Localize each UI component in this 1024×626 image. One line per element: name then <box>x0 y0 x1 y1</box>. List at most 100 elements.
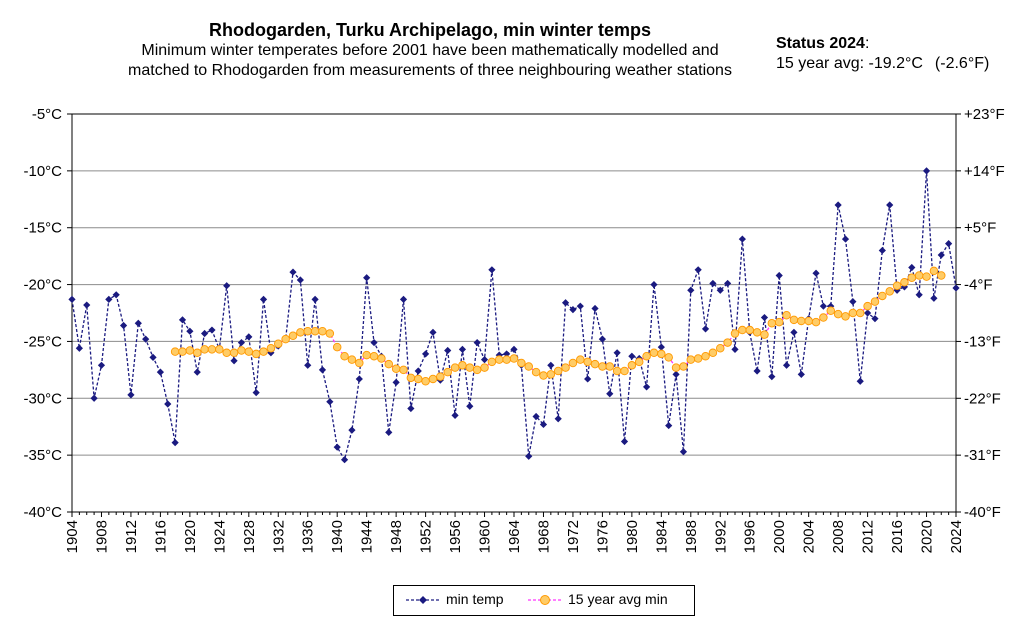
grid-lines <box>72 170 956 456</box>
data-point-min-temp <box>871 315 879 323</box>
x-tick-label: 2004 <box>801 520 818 553</box>
data-point-min-temp <box>348 426 356 434</box>
data-point-avg <box>568 358 578 368</box>
x-tick-label: 1920 <box>182 520 199 553</box>
x-tick-label: 1940 <box>329 520 346 553</box>
data-point-avg <box>701 351 710 361</box>
y-tick-label-right: +14°F <box>964 163 1005 180</box>
chart-title: Rhodogarden, Turku Archipelago, min wint… <box>208 20 652 40</box>
x-tick-label: 2008 <box>830 520 847 553</box>
data-point-avg <box>863 301 872 311</box>
data-point-min-temp <box>856 377 864 385</box>
data-point-avg <box>406 373 416 383</box>
data-point-min-temp <box>414 367 422 375</box>
data-point-min-temp <box>886 201 894 209</box>
legend-swatches <box>406 595 562 605</box>
data-point-avg <box>774 317 784 327</box>
y-tick-label-right: -4°F <box>964 277 993 294</box>
x-tick-label: 1916 <box>152 520 169 553</box>
data-point-avg <box>539 371 548 380</box>
data-point-min-temp <box>554 415 562 423</box>
y-tick-label-left: -15°C <box>23 220 62 237</box>
data-point-avg <box>502 355 511 364</box>
data-point-avg <box>693 354 703 363</box>
data-point-avg <box>937 271 946 280</box>
data-point-avg <box>413 374 423 384</box>
data-point-min-temp <box>97 361 106 369</box>
data-point-avg <box>362 350 371 360</box>
data-point-avg <box>723 338 732 347</box>
data-point-avg <box>332 342 342 352</box>
data-point-avg <box>642 351 651 361</box>
data-point-min-temp <box>569 305 577 314</box>
data-point-min-temp <box>694 266 702 274</box>
x-tick-label: 1988 <box>683 520 700 553</box>
x-tick-label: 1952 <box>418 520 435 553</box>
data-point-avg <box>598 362 607 371</box>
data-point-min-temp <box>672 370 680 379</box>
data-point-avg <box>369 351 379 361</box>
data-point-avg <box>259 347 268 356</box>
data-point-avg <box>377 354 386 363</box>
data-point-avg <box>679 362 688 371</box>
data-point-min-temp <box>392 378 400 386</box>
x-tick-label: 2024 <box>948 520 965 553</box>
data-point-min-temp <box>90 394 98 402</box>
x-tick-label: 2000 <box>771 520 788 553</box>
data-point-avg <box>355 358 364 368</box>
data-point-min-temp <box>701 325 710 333</box>
data-point-min-temp <box>576 302 584 310</box>
series-layer <box>68 167 960 464</box>
data-point-avg <box>384 359 394 369</box>
chart-subtitle-line1: Minimum winter temperates before 2001 ha… <box>141 42 719 59</box>
data-point-min-temp <box>259 295 268 303</box>
data-point-min-temp <box>657 343 665 351</box>
data-point-min-temp <box>186 327 194 335</box>
data-point-avg <box>870 297 880 306</box>
data-point-min-temp <box>598 335 606 343</box>
x-tick-label: 1976 <box>594 520 611 553</box>
data-point-min-temp <box>112 291 120 299</box>
data-point-min-temp <box>245 333 253 341</box>
data-point-avg <box>583 357 592 367</box>
data-point-min-temp <box>687 286 695 294</box>
data-point-min-temp <box>193 368 201 376</box>
data-point-min-temp <box>83 301 91 309</box>
data-point-min-temp <box>451 411 459 419</box>
data-point-min-temp <box>841 235 850 243</box>
data-point-avg <box>274 339 283 348</box>
data-point-avg <box>340 351 349 361</box>
x-tick-label: 1944 <box>359 520 376 553</box>
data-point-avg <box>760 330 769 339</box>
x-tick-label: 1912 <box>123 520 140 553</box>
data-point-min-temp <box>937 251 945 259</box>
data-point-min-temp <box>738 235 746 243</box>
data-point-avg <box>318 326 327 336</box>
data-point-avg <box>657 349 666 359</box>
x-tick-label: 1908 <box>93 520 110 553</box>
x-tick-label: 1992 <box>712 520 729 553</box>
data-point-min-temp <box>429 328 437 336</box>
y-tick-label-right: -13°F <box>964 333 1001 350</box>
data-point-min-temp <box>709 279 717 288</box>
data-point-min-temp <box>134 319 142 327</box>
data-point-avg <box>620 366 629 376</box>
data-point-min-temp <box>252 389 260 397</box>
legend-label-avg: 15 year avg min <box>568 591 668 607</box>
data-point-min-temp <box>480 356 489 364</box>
data-point-avg <box>531 367 541 377</box>
data-point-min-temp <box>613 349 621 357</box>
data-point-min-temp <box>68 295 76 303</box>
data-point-avg <box>819 313 828 322</box>
data-point-min-temp <box>311 295 319 303</box>
data-point-min-temp <box>532 412 540 421</box>
data-point-min-temp <box>370 338 378 347</box>
data-point-min-temp <box>488 266 496 274</box>
data-point-avg <box>708 348 718 358</box>
data-point-avg <box>826 306 836 315</box>
x-axis: 1904 1908 1912 1916 1920 1924 1928 1932 1936 1940… <box>64 512 965 553</box>
data-point-avg <box>855 308 865 318</box>
data-point-min-temp <box>503 350 511 358</box>
data-point-avg <box>885 287 894 296</box>
data-point-avg <box>649 348 659 358</box>
